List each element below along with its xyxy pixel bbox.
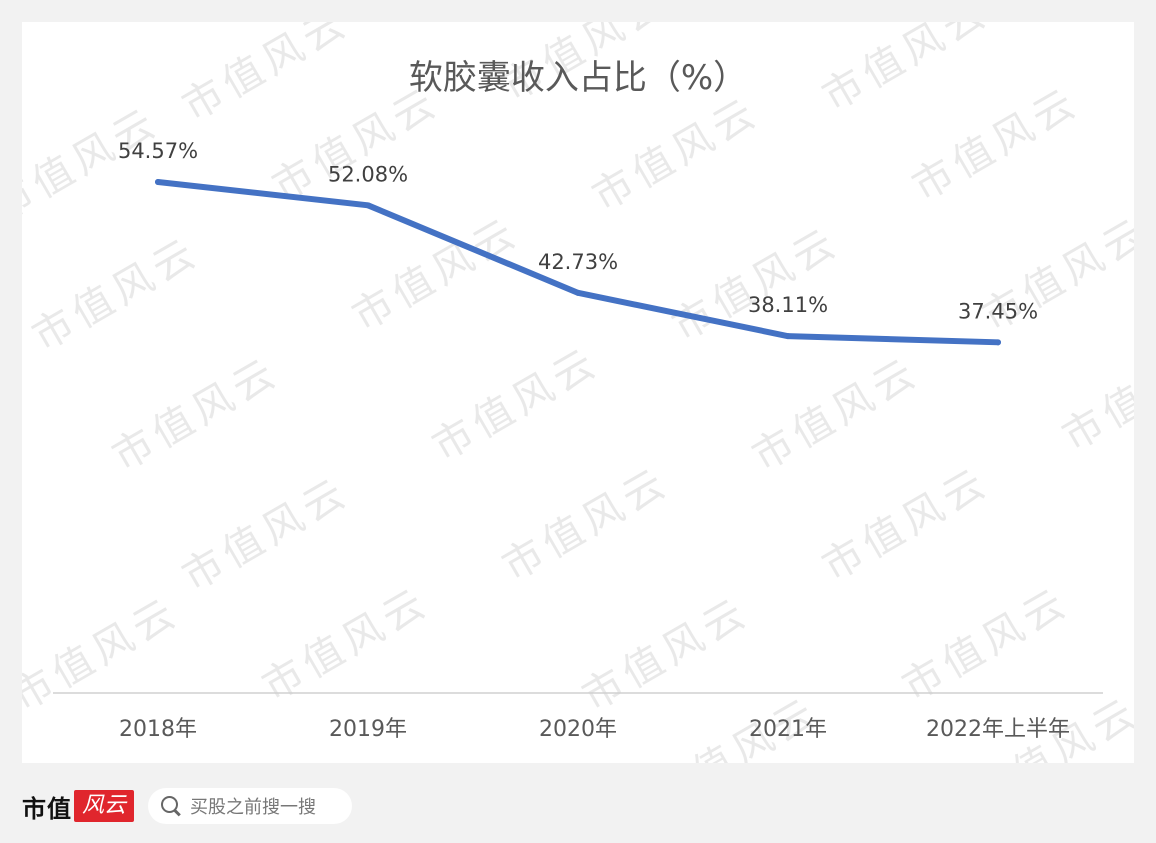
search-placeholder: 买股之前搜一搜: [190, 797, 317, 818]
data-label: 54.57%: [118, 139, 198, 163]
brand-text: 市值: [22, 793, 72, 823]
chart-card: 市值风云 市值风云 市值风云 市值风云 市值风云 市值风云 市值风云 市值风云 市值风云 市值风云…: [22, 22, 1134, 763]
data-label: 52.08%: [328, 162, 408, 186]
brand-logo-badge: 风云: [74, 790, 135, 822]
data-label: 37.45%: [958, 299, 1038, 323]
x-tick-label: 2021年: [749, 717, 827, 742]
search-icon: [160, 795, 182, 817]
x-tick-label: 2020年: [539, 717, 617, 742]
x-tick-label: 2019年: [329, 717, 407, 742]
x-tick-label: 2018年: [119, 717, 197, 742]
data-point: [575, 289, 581, 296]
data-point: [155, 179, 161, 185]
line-chart: 2018年 2019年 2020年 2021年 2022年上半年 54.57% 52.08%…: [53, 139, 1103, 742]
data-point: [995, 339, 1001, 346]
x-tick-label: 2022年上半年: [926, 717, 1070, 742]
brand-logo[interactable]: 市值 风云: [22, 788, 135, 824]
search-box[interactable]: 买股之前搜一搜: [148, 788, 353, 824]
data-point: [785, 333, 791, 340]
chart-title: 软胶囊收入占比（%）: [408, 58, 748, 98]
data-point: [365, 202, 371, 209]
data-label: 42.73%: [538, 250, 618, 274]
data-label: 38.11%: [748, 293, 828, 317]
footer-bar: 市值 风云 买股之前搜一搜: [22, 786, 353, 826]
